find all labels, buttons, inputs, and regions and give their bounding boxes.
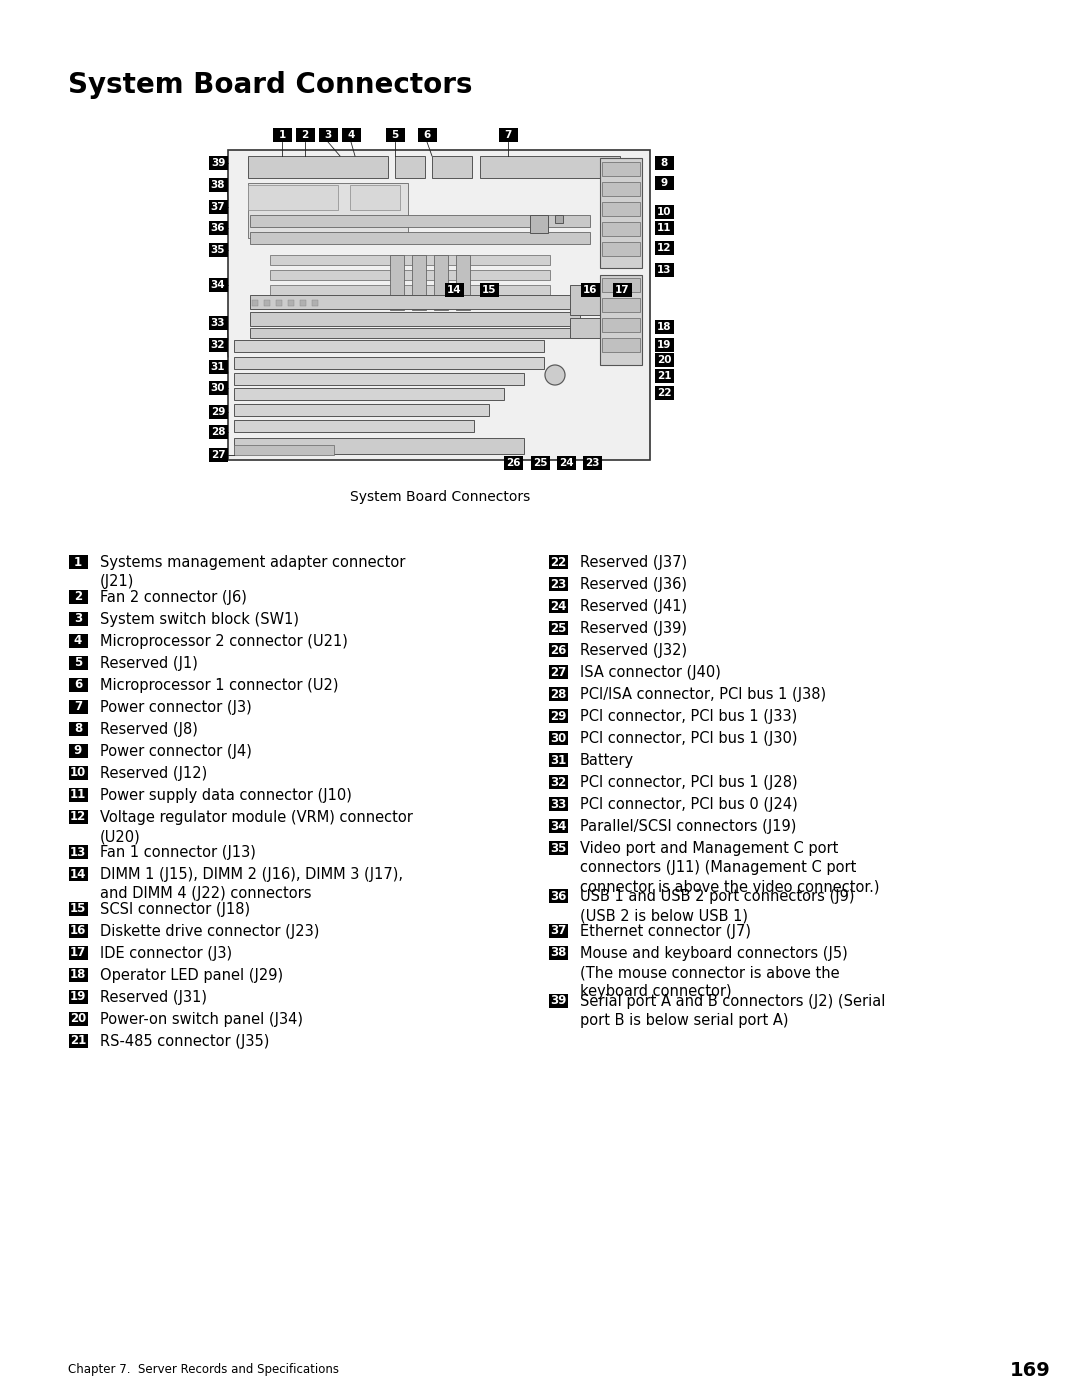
Bar bbox=[264, 300, 270, 306]
Text: 24: 24 bbox=[558, 458, 573, 468]
Text: 18: 18 bbox=[657, 321, 672, 332]
Text: 12: 12 bbox=[657, 243, 672, 253]
Bar bbox=[350, 184, 400, 210]
Text: 18: 18 bbox=[70, 968, 86, 982]
FancyBboxPatch shape bbox=[654, 176, 674, 190]
Text: USB 1 and USB 2 port connectors (J9)
(USB 2 is below USB 1): USB 1 and USB 2 port connectors (J9) (US… bbox=[580, 888, 854, 923]
Text: 21: 21 bbox=[70, 1035, 86, 1048]
Text: 35: 35 bbox=[550, 841, 566, 855]
FancyBboxPatch shape bbox=[549, 577, 567, 591]
Bar bbox=[234, 373, 524, 386]
Text: 29: 29 bbox=[550, 710, 566, 722]
Text: 23: 23 bbox=[550, 577, 566, 591]
Text: Parallel/SCSI connectors (J19): Parallel/SCSI connectors (J19) bbox=[580, 819, 796, 834]
FancyBboxPatch shape bbox=[208, 200, 228, 214]
FancyBboxPatch shape bbox=[530, 455, 550, 469]
FancyBboxPatch shape bbox=[68, 1034, 87, 1048]
FancyBboxPatch shape bbox=[68, 788, 87, 802]
FancyBboxPatch shape bbox=[68, 923, 87, 937]
Text: PCI connector, PCI bus 1 (J28): PCI connector, PCI bus 1 (J28) bbox=[580, 775, 798, 789]
Circle shape bbox=[545, 365, 565, 386]
Bar bbox=[555, 215, 563, 224]
FancyBboxPatch shape bbox=[654, 369, 674, 383]
Bar bbox=[480, 156, 620, 177]
Text: 2: 2 bbox=[73, 591, 82, 604]
Text: Power connector (J3): Power connector (J3) bbox=[100, 700, 252, 715]
Text: 21: 21 bbox=[657, 372, 672, 381]
Bar bbox=[252, 300, 258, 306]
Bar bbox=[248, 184, 338, 210]
Text: PCI connector, PCI bus 1 (J33): PCI connector, PCI bus 1 (J33) bbox=[580, 710, 797, 724]
Bar bbox=[249, 312, 580, 326]
FancyBboxPatch shape bbox=[68, 745, 87, 759]
FancyBboxPatch shape bbox=[68, 990, 87, 1004]
Text: Reserved (J37): Reserved (J37) bbox=[580, 555, 687, 570]
Text: 9: 9 bbox=[661, 177, 667, 189]
FancyBboxPatch shape bbox=[549, 731, 567, 745]
Bar bbox=[570, 285, 625, 314]
FancyBboxPatch shape bbox=[208, 381, 228, 395]
FancyBboxPatch shape bbox=[68, 968, 87, 982]
Bar bbox=[234, 420, 474, 432]
Bar bbox=[602, 278, 640, 292]
FancyBboxPatch shape bbox=[296, 129, 314, 142]
FancyBboxPatch shape bbox=[549, 841, 567, 855]
FancyBboxPatch shape bbox=[549, 946, 567, 960]
Text: 15: 15 bbox=[70, 902, 86, 915]
FancyBboxPatch shape bbox=[556, 455, 576, 469]
FancyBboxPatch shape bbox=[581, 284, 599, 298]
FancyBboxPatch shape bbox=[386, 129, 405, 142]
FancyBboxPatch shape bbox=[208, 425, 228, 439]
Text: Systems management adapter connector
(J21): Systems management adapter connector (J2… bbox=[100, 555, 405, 590]
FancyBboxPatch shape bbox=[549, 555, 567, 569]
Text: 26: 26 bbox=[505, 458, 521, 468]
FancyBboxPatch shape bbox=[549, 798, 567, 812]
FancyBboxPatch shape bbox=[549, 687, 567, 701]
Text: Serial port A and B connectors (J2) (Serial
port B is below serial port A): Serial port A and B connectors (J2) (Ser… bbox=[580, 995, 886, 1028]
Text: 13: 13 bbox=[657, 265, 672, 275]
Text: 22: 22 bbox=[657, 388, 672, 398]
Text: 5: 5 bbox=[73, 657, 82, 669]
Text: 1: 1 bbox=[279, 130, 285, 140]
Text: Ethernet connector (J7): Ethernet connector (J7) bbox=[580, 923, 751, 939]
Text: 26: 26 bbox=[550, 644, 566, 657]
FancyBboxPatch shape bbox=[208, 448, 228, 462]
Text: Microprocessor 1 connector (U2): Microprocessor 1 connector (U2) bbox=[100, 678, 338, 693]
FancyBboxPatch shape bbox=[68, 1011, 87, 1025]
Bar bbox=[234, 404, 489, 416]
Text: 34: 34 bbox=[550, 820, 566, 833]
FancyBboxPatch shape bbox=[445, 284, 463, 298]
FancyBboxPatch shape bbox=[549, 643, 567, 657]
Text: 169: 169 bbox=[1010, 1361, 1051, 1379]
Text: 16: 16 bbox=[583, 285, 597, 295]
Text: 7: 7 bbox=[504, 130, 512, 140]
FancyBboxPatch shape bbox=[208, 316, 228, 330]
Text: 31: 31 bbox=[550, 753, 566, 767]
FancyBboxPatch shape bbox=[582, 455, 602, 469]
Text: 39: 39 bbox=[211, 158, 226, 168]
Bar bbox=[276, 300, 282, 306]
FancyBboxPatch shape bbox=[208, 243, 228, 257]
FancyBboxPatch shape bbox=[549, 710, 567, 724]
Text: Diskette drive connector (J23): Diskette drive connector (J23) bbox=[100, 923, 320, 939]
Text: 33: 33 bbox=[550, 798, 566, 810]
FancyBboxPatch shape bbox=[68, 678, 87, 692]
Text: DIMM 1 (J15), DIMM 2 (J16), DIMM 3 (J17),
and DIMM 4 (J22) connectors: DIMM 1 (J15), DIMM 2 (J16), DIMM 3 (J17)… bbox=[100, 868, 403, 901]
Bar bbox=[600, 275, 642, 365]
FancyBboxPatch shape bbox=[612, 284, 632, 298]
FancyBboxPatch shape bbox=[68, 868, 87, 882]
Bar bbox=[248, 183, 408, 237]
Bar bbox=[248, 156, 388, 177]
FancyBboxPatch shape bbox=[68, 634, 87, 648]
Text: 29: 29 bbox=[211, 407, 226, 416]
Text: 27: 27 bbox=[211, 450, 226, 460]
Bar bbox=[602, 319, 640, 332]
Text: 20: 20 bbox=[657, 355, 672, 365]
FancyBboxPatch shape bbox=[654, 353, 674, 367]
FancyBboxPatch shape bbox=[68, 700, 87, 714]
Text: 4: 4 bbox=[348, 130, 354, 140]
FancyBboxPatch shape bbox=[654, 263, 674, 277]
Text: 19: 19 bbox=[70, 990, 86, 1003]
Text: 24: 24 bbox=[550, 599, 566, 612]
FancyBboxPatch shape bbox=[68, 722, 87, 736]
